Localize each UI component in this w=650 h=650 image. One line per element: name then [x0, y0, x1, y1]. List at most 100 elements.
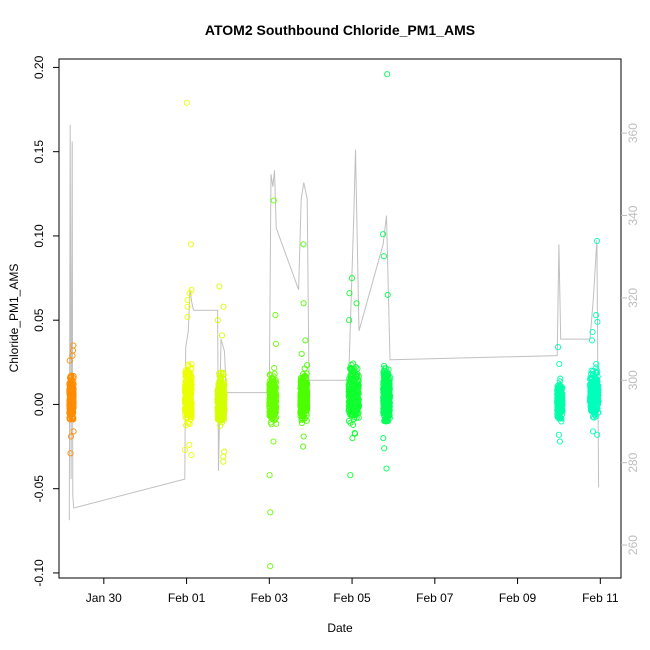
secondary-series-line-layer: [68, 124, 600, 521]
data-point: [270, 197, 277, 204]
data-point: [382, 395, 389, 403]
y-tick-label: -0.10: [32, 559, 46, 587]
data-point: [297, 409, 304, 416]
chart-title: ATOM2 Southbound Chloride_PM1_AMS: [205, 22, 475, 38]
data-point: [300, 241, 307, 248]
data-point: [589, 385, 596, 392]
data-point: [182, 404, 189, 411]
data-point: [380, 378, 387, 385]
data-point: [380, 375, 387, 382]
data-point: [345, 407, 352, 414]
y2-axis: 260 280 300 320 340 360: [621, 123, 640, 555]
data-point: [186, 441, 193, 448]
data-point: [270, 405, 277, 412]
data-point: [589, 328, 596, 336]
data-point: [70, 416, 77, 423]
plot-area-border: [58, 58, 622, 579]
data-point: [383, 405, 390, 412]
y-tick-label: 0.20: [32, 55, 46, 79]
y2-tick-label: 360: [626, 123, 640, 143]
data-point: [352, 371, 359, 378]
data-point: [347, 381, 354, 388]
data-point: [69, 352, 76, 359]
data-point: [346, 378, 353, 385]
data-point: [559, 384, 566, 391]
data-point: [266, 472, 273, 479]
data-point: [353, 410, 360, 417]
data-point: [183, 99, 190, 106]
data-point: [216, 283, 223, 290]
data-point: [214, 409, 221, 416]
data-point: [347, 364, 354, 371]
data-point: [348, 361, 355, 368]
data-point: [184, 394, 191, 401]
data-point: [380, 231, 387, 238]
data-point: [220, 458, 227, 465]
data-point: [68, 415, 76, 422]
data-point: [594, 318, 601, 325]
data-point: [300, 433, 307, 440]
data-point: [384, 291, 391, 298]
y-tick-label: 0.00: [32, 392, 46, 416]
data-point: [347, 472, 354, 479]
data-point: [214, 407, 221, 414]
data-point: [592, 312, 600, 319]
y2-tick-label: 280: [626, 452, 640, 472]
data-point: [354, 402, 361, 410]
data-point: [298, 350, 305, 357]
data-point: [593, 360, 600, 368]
data-point: [558, 418, 565, 425]
data-point: [556, 438, 563, 445]
data-point: [381, 372, 388, 379]
data-point: [385, 392, 393, 399]
data-point: [591, 407, 598, 414]
data-point: [302, 337, 309, 344]
data-point: [381, 445, 388, 452]
data-point: [591, 392, 598, 399]
data-point: [346, 317, 353, 324]
data-point: [381, 365, 388, 372]
data-point: [67, 433, 75, 440]
x-tick-label: Feb 05: [333, 591, 371, 605]
y-axis: -0.10 -0.05 0.00 0.05 0.10 0.15 0.20: [32, 55, 59, 587]
data-point: [385, 370, 392, 377]
data-point: [346, 290, 353, 297]
data-point: [67, 450, 74, 457]
data-point: [220, 303, 227, 310]
data-point: [557, 382, 564, 389]
data-point: [298, 417, 305, 424]
y2-tick-label: 300: [626, 370, 640, 390]
data-point: [270, 395, 277, 402]
data-point: [188, 381, 195, 388]
data-point: [215, 391, 222, 398]
data-point: [589, 428, 597, 435]
data-point: [354, 365, 361, 372]
data-point: [380, 411, 387, 418]
data-point: [384, 373, 391, 380]
data-point: [304, 362, 311, 369]
y2-tick-label: 340: [626, 205, 640, 225]
data-point: [384, 71, 391, 78]
data-point: [188, 451, 195, 459]
data-point: [215, 408, 222, 415]
y-tick-label: 0.15: [32, 140, 46, 164]
data-point: [182, 414, 189, 421]
data-point: [587, 399, 594, 406]
data-point: [184, 313, 191, 320]
data-point: [188, 365, 195, 372]
data-point: [355, 377, 362, 384]
data-point: [351, 430, 358, 437]
data-point: [66, 390, 73, 397]
data-point: [301, 384, 308, 391]
data-point: [351, 402, 358, 409]
data-point: [301, 389, 308, 396]
y-tick-label: 0.05: [32, 308, 46, 332]
data-point: [220, 379, 227, 386]
data-point: [298, 420, 305, 427]
data-point: [299, 401, 306, 408]
data-point: [185, 403, 192, 410]
data-point: [380, 435, 387, 442]
data-point: [353, 300, 360, 307]
scatter-points-layer: [66, 71, 602, 570]
data-point: [70, 428, 77, 435]
